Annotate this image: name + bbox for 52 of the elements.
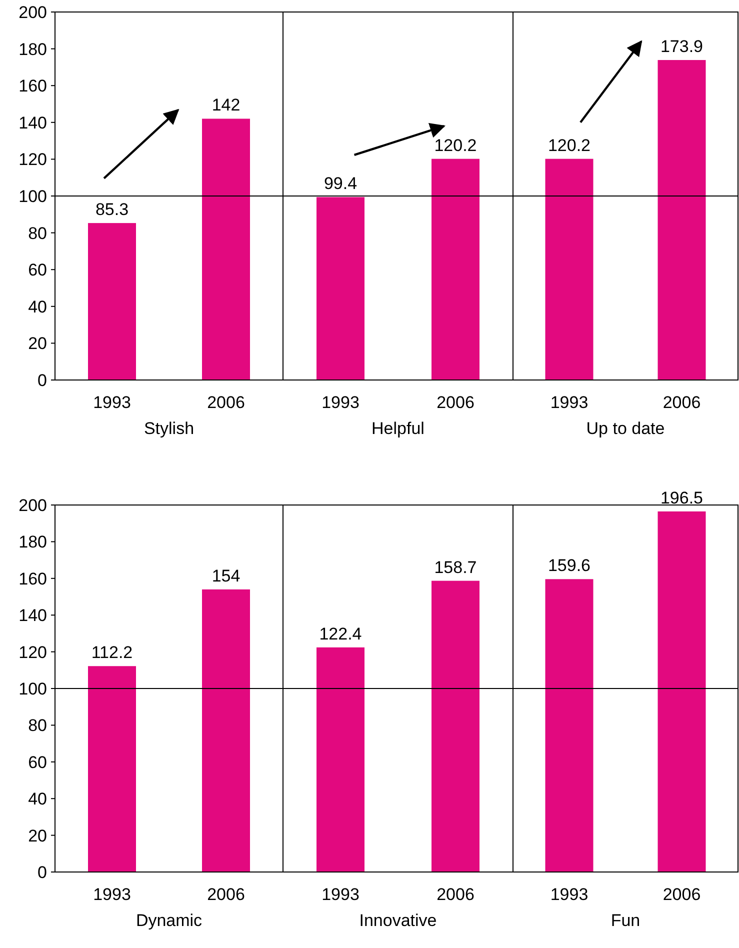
data-label: 99.4 — [324, 174, 358, 194]
x-tick-label: 1993 — [93, 393, 131, 412]
y-tick-label: 40 — [28, 297, 47, 316]
x-tick-label: 1993 — [550, 393, 588, 412]
y-tick-label: 100 — [18, 679, 47, 698]
x-axis-title: Innovative — [359, 911, 437, 930]
data-label: 120.2 — [434, 136, 477, 155]
data-label: 159.6 — [548, 556, 591, 576]
y-tick-label: 120 — [18, 642, 47, 662]
data-label: 142 — [212, 96, 240, 115]
y-tick-label: 40 — [28, 790, 47, 809]
y-tick-label: 200 — [18, 2, 47, 22]
y-tick-label: 180 — [18, 40, 47, 59]
y-tick-label: 140 — [18, 606, 47, 626]
y-tick-label: 80 — [28, 224, 47, 243]
y-tick-label: 200 — [18, 496, 47, 515]
y-tick-label: 0 — [38, 370, 47, 390]
x-axis-title: Up to date — [586, 419, 665, 438]
y-tick-label: 120 — [18, 150, 47, 170]
x-tick-label: 2006 — [436, 393, 474, 412]
y-tick-label: 160 — [18, 569, 47, 588]
x-axis-title: Helpful — [372, 419, 424, 438]
y-tick-label: 100 — [18, 186, 47, 206]
x-tick-label: 2006 — [436, 885, 474, 904]
data-label: 122.4 — [319, 624, 362, 644]
x-tick-label: 1993 — [322, 885, 360, 904]
y-tick-label: 60 — [28, 260, 47, 280]
data-label: 196.5 — [660, 488, 704, 508]
data-label: 158.7 — [434, 558, 477, 577]
x-tick-label: 1993 — [550, 885, 588, 904]
data-label: 85.3 — [95, 200, 129, 220]
data-label: 154 — [212, 566, 240, 586]
y-tick-label: 160 — [18, 76, 47, 96]
x-tick-label: 1993 — [93, 885, 131, 904]
x-tick-label: 2006 — [207, 885, 245, 904]
y-tick-label: 0 — [38, 862, 47, 882]
data-label: 112.2 — [91, 643, 133, 662]
y-tick-label: 140 — [18, 113, 47, 132]
x-tick-label: 2006 — [662, 885, 701, 904]
x-tick-label: 1993 — [322, 393, 360, 412]
y-tick-label: 180 — [18, 532, 47, 552]
x-tick-label: 2006 — [207, 393, 245, 412]
data-label: 120.2 — [548, 136, 591, 155]
x-axis-title: Stylish — [144, 419, 194, 438]
y-tick-label: 80 — [28, 716, 47, 736]
x-tick-label: 2006 — [662, 393, 701, 412]
x-axis-title: Fun — [610, 911, 640, 930]
data-label: 173.9 — [660, 37, 704, 56]
y-tick-label: 20 — [28, 334, 47, 354]
y-tick-label: 60 — [28, 752, 47, 772]
x-axis-title: Dynamic — [136, 911, 203, 930]
y-tick-label: 20 — [28, 826, 47, 846]
